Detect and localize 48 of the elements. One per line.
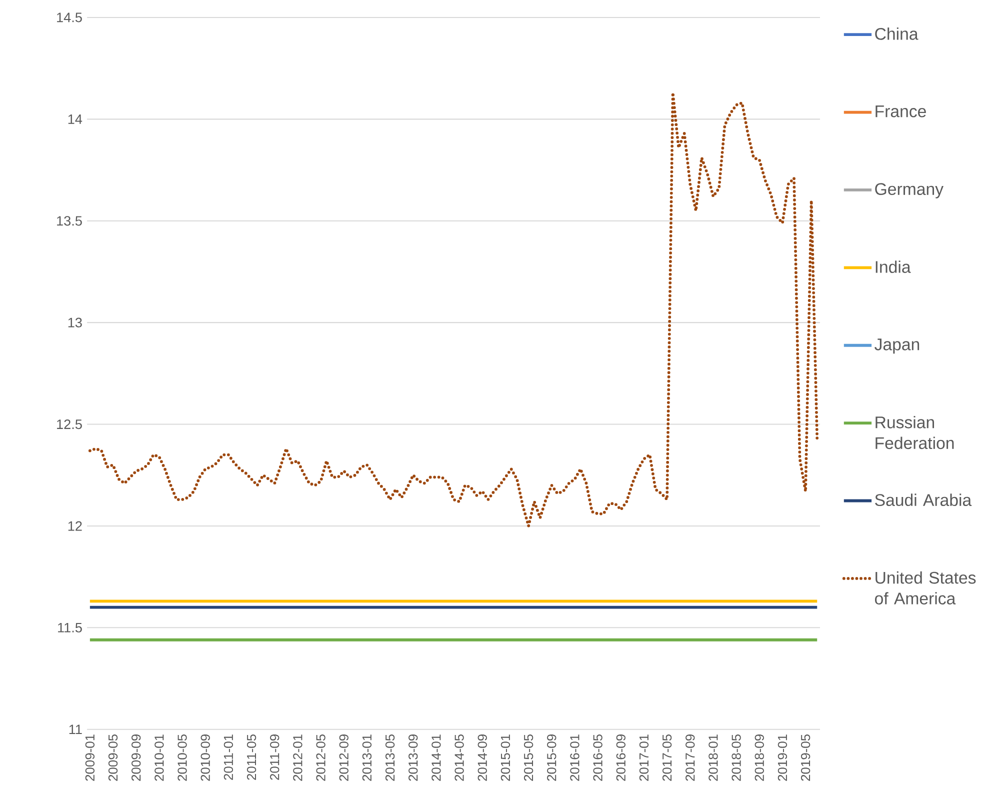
x-tick-label: 2019-01 <box>778 734 788 781</box>
y-tick-label: 11 <box>69 724 82 734</box>
legend-label: France <box>876 106 926 118</box>
x-tick-label: 2012-09 <box>339 734 348 781</box>
x-tick-label: 2011-05 <box>246 734 256 780</box>
legend-label: Japan <box>874 338 920 354</box>
x-tick-label: 2017-05 <box>662 734 672 781</box>
x-tick-label: 2014-01 <box>432 734 441 781</box>
x-tick-label: 2014-05 <box>454 734 464 781</box>
x-tick-label: 2016-09 <box>616 734 626 781</box>
x-tick-label: 2013-05 <box>385 734 395 781</box>
x-tick-label: 2018-05 <box>732 734 741 781</box>
x-tick-label: 2016-05 <box>593 734 602 781</box>
x-tick-label: 2011-09 <box>270 734 280 780</box>
x-tick-label: 2018-09 <box>754 734 764 781</box>
y-tick-label: 13.5 <box>57 216 82 226</box>
x-tick-label: 2012-01 <box>293 734 302 781</box>
x-tick-label: 2009-05 <box>108 734 118 781</box>
x-tick-label: 2017-01 <box>639 734 649 781</box>
y-tick-label: 14.5 <box>57 12 82 22</box>
x-tick-label: 2015-09 <box>547 734 556 781</box>
x-tick-label: 2018-01 <box>708 734 718 781</box>
y-tick-label: 13 <box>68 318 82 328</box>
x-tick-label: 2012-05 <box>316 734 326 781</box>
y-tick-label: 12.5 <box>57 420 82 430</box>
x-tick-label: 2010-09 <box>200 734 210 781</box>
y-tick-label: 12 <box>68 521 82 531</box>
x-tick-label: 2009-01 <box>85 734 95 781</box>
x-tick-label: 2011-01 <box>224 734 234 780</box>
x-tick-label: 2013-09 <box>408 734 418 781</box>
x-tick-label: 2015-01 <box>500 734 510 781</box>
legend-label: United States of America <box>875 571 976 604</box>
x-tick-label: 2010-05 <box>178 734 187 781</box>
x-tick-label: 2017-09 <box>686 734 695 781</box>
x-tick-label: 2013-01 <box>362 734 372 781</box>
x-tick-label: 2016-01 <box>570 734 580 781</box>
x-tick-label: 2014-09 <box>478 734 487 781</box>
legend-label: India <box>876 260 911 273</box>
x-tick-label: 2019-05 <box>800 734 810 781</box>
y-tick-label: 14 <box>68 114 82 124</box>
legend-label: Russian Federation <box>876 416 954 450</box>
x-tick-label: 2010-01 <box>154 734 164 781</box>
y-tick-label: 11.5 <box>58 622 82 632</box>
x-tick-label: 2009-09 <box>132 734 141 781</box>
legend-label: Saudi Arabia <box>875 494 972 506</box>
legend-label: China <box>875 28 918 40</box>
legend-label: Germany <box>875 183 944 198</box>
x-tick-label: 2015-05 <box>524 734 534 781</box>
